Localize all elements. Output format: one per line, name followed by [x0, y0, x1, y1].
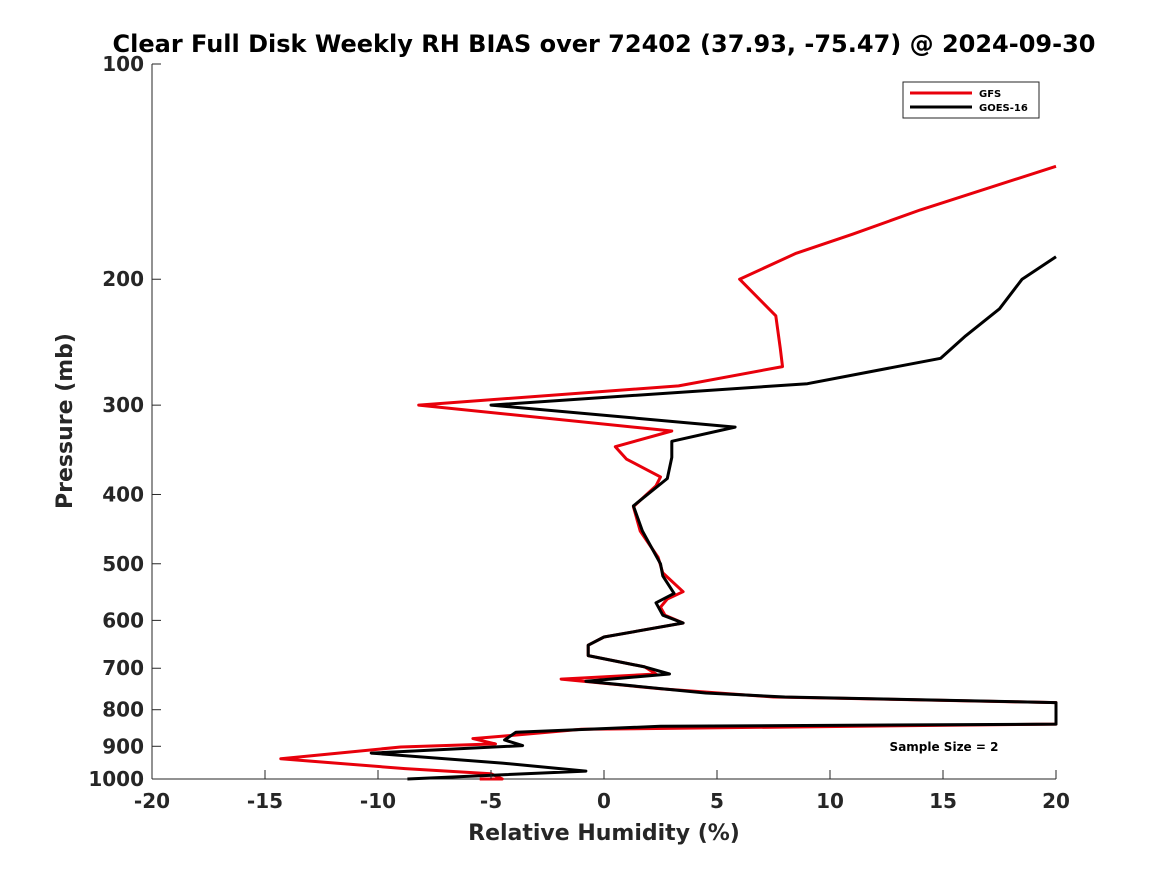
- y-axis: 100 200 300 400 500 600 700 800 900 1000: [88, 52, 161, 791]
- legend-box: [902, 81, 1040, 119]
- y-tick-label: 800: [102, 698, 144, 722]
- x-tick-label: -5: [480, 789, 502, 813]
- y-tick-label: 200: [102, 267, 144, 291]
- y-tick-label: 700: [102, 656, 144, 680]
- sample-size-annotation: Sample Size = 2: [890, 740, 999, 754]
- y-axis-label: Pressure (mb): [53, 333, 78, 509]
- x-tick-label: 20: [1042, 789, 1070, 813]
- y-tick-label: 400: [102, 482, 144, 506]
- x-tick-label: 5: [710, 789, 724, 813]
- legend: GFS GOES-16: [902, 81, 1040, 119]
- y-tick-label: 500: [102, 552, 144, 576]
- legend-label: GOES-16: [979, 103, 1028, 114]
- legend-label: GFS: [979, 89, 1001, 100]
- x-tick-label: 15: [929, 789, 957, 813]
- series-line-goes-16: [369, 255, 1058, 781]
- y-tick-label: 600: [102, 608, 144, 632]
- x-tick-label: -20: [134, 789, 170, 813]
- y-tick-label: 900: [102, 734, 144, 758]
- x-tick-label: 0: [597, 789, 611, 813]
- x-axis: -20 -15 -10 -5 0 5 10 15 20: [134, 770, 1070, 813]
- y-tick-label: 1000: [88, 767, 144, 791]
- x-tick-label: -15: [247, 789, 283, 813]
- x-axis-label: Relative Humidity (%): [468, 821, 740, 846]
- y-tick-label: 100: [102, 52, 144, 76]
- y-tick-label: 300: [102, 393, 144, 417]
- series-line-gfs: [279, 164, 1058, 781]
- plot-area: [151, 64, 1058, 781]
- x-tick-label: -10: [360, 789, 396, 813]
- x-tick-label: 10: [816, 789, 844, 813]
- chart-title: Clear Full Disk Weekly RH BIAS over 7240…: [113, 30, 1096, 58]
